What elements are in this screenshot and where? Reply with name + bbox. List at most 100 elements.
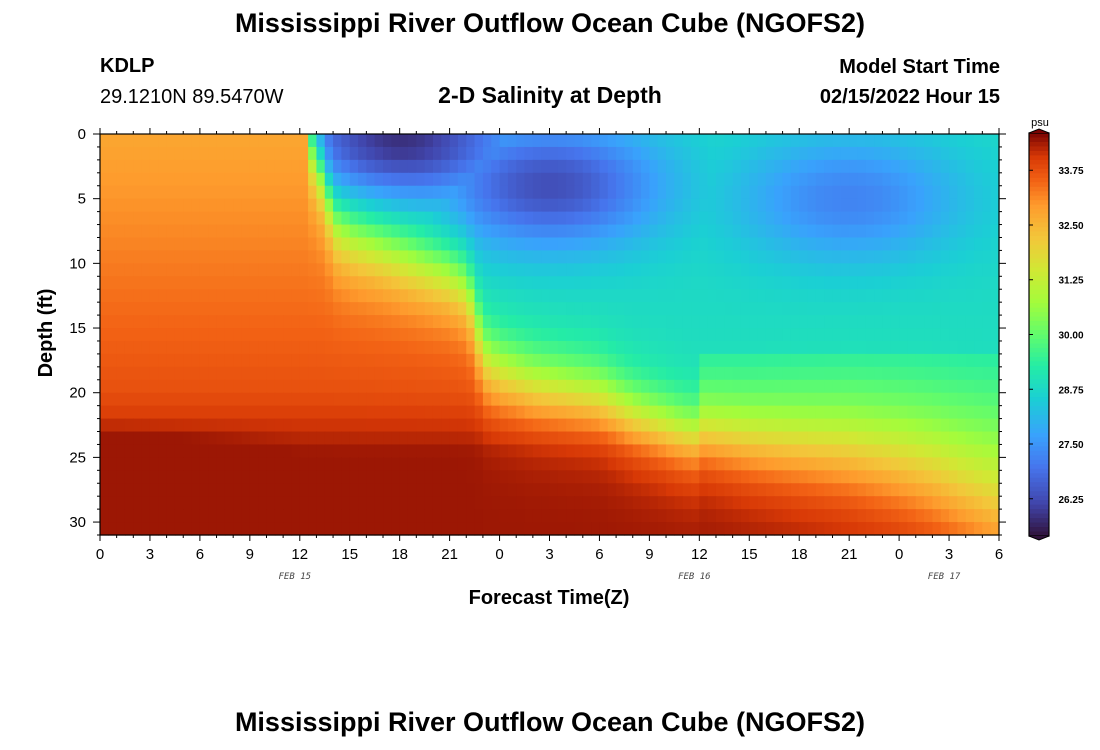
heatmap-cell xyxy=(283,289,293,303)
heatmap-cell xyxy=(574,509,584,523)
heatmap-cell xyxy=(158,159,168,174)
heatmap-cell xyxy=(641,522,650,536)
heatmap-cell xyxy=(249,405,259,420)
heatmap-cell xyxy=(724,198,734,213)
heatmap-cell xyxy=(874,250,884,264)
heatmap-cell xyxy=(832,522,842,536)
heatmap-cell xyxy=(466,172,476,187)
heatmap-cell xyxy=(249,328,259,342)
heatmap-cell xyxy=(366,302,376,316)
heatmap-cell xyxy=(358,263,367,277)
heatmap-cell xyxy=(407,224,417,239)
heatmap-cell xyxy=(566,496,576,510)
heatmap-cell xyxy=(191,405,201,420)
heatmap-cell xyxy=(374,250,384,264)
heatmap-cell xyxy=(682,211,692,226)
heatmap-cell xyxy=(557,159,567,174)
colorbar-label: 31.25 xyxy=(1058,276,1083,287)
heatmap-cell xyxy=(183,431,193,446)
heatmap-cell xyxy=(699,522,709,536)
heatmap-cell xyxy=(133,185,143,200)
heatmap-cell xyxy=(183,496,193,510)
heatmap-cell xyxy=(774,237,784,252)
heatmap-cell xyxy=(149,224,159,239)
heatmap-cell xyxy=(982,146,992,161)
heatmap-cell xyxy=(749,237,759,252)
heatmap-cell xyxy=(366,276,376,290)
heatmap-cell xyxy=(374,340,384,355)
heatmap-cell xyxy=(224,315,234,329)
heatmap-cell xyxy=(757,315,767,329)
heatmap-cell xyxy=(299,237,309,252)
heatmap-cell xyxy=(782,366,792,381)
colorbar-segment xyxy=(1029,321,1049,327)
heatmap-cell xyxy=(949,392,958,407)
heatmap-cell xyxy=(424,302,434,316)
heatmap-cell xyxy=(349,483,359,497)
heatmap-cell xyxy=(174,379,184,394)
heatmap-cell xyxy=(474,483,484,497)
heatmap-cell xyxy=(283,224,293,239)
heatmap-cell xyxy=(990,328,1000,342)
heatmap-cell xyxy=(641,366,650,381)
heatmap-cell xyxy=(557,302,567,316)
heatmap-cell xyxy=(666,457,675,471)
heatmap-cell xyxy=(666,392,675,407)
heatmap-cell xyxy=(299,289,309,303)
heatmap-cell xyxy=(366,405,376,420)
heatmap-cell xyxy=(549,457,559,471)
heatmap-cell xyxy=(241,431,251,446)
heatmap-cell xyxy=(324,159,334,174)
heatmap-cell xyxy=(707,185,717,200)
heatmap-cell xyxy=(407,366,417,381)
heatmap-cell xyxy=(915,340,925,355)
heatmap-cell xyxy=(674,224,684,239)
heatmap-cell xyxy=(100,483,109,497)
x-tick-label: 6 xyxy=(595,546,603,563)
heatmap-cell xyxy=(674,237,684,252)
heatmap-cell xyxy=(299,276,309,290)
heatmap-cell xyxy=(549,211,559,226)
heatmap-cell xyxy=(682,418,692,433)
heatmap-cell xyxy=(715,470,725,484)
heatmap-cell xyxy=(607,444,617,458)
heatmap-cell xyxy=(765,250,775,264)
heatmap-cell xyxy=(349,134,359,148)
heatmap-cell xyxy=(249,431,259,446)
heatmap-cell xyxy=(208,172,218,187)
heatmap-cell xyxy=(807,211,817,226)
heatmap-cell xyxy=(990,172,1000,187)
heatmap-cell xyxy=(482,159,492,174)
heatmap-cell xyxy=(141,457,151,471)
heatmap-cell xyxy=(191,276,201,290)
heatmap-cell xyxy=(624,431,634,446)
heatmap-cell xyxy=(449,496,459,510)
heatmap-cell xyxy=(641,211,650,226)
heatmap-cell xyxy=(965,315,975,329)
heatmap-cell xyxy=(815,509,825,523)
heatmap-cell xyxy=(782,353,792,368)
heatmap-cell xyxy=(899,405,909,420)
heatmap-cell xyxy=(982,457,992,471)
heatmap-cell xyxy=(491,366,501,381)
heatmap-cell xyxy=(974,146,983,161)
heatmap-cell xyxy=(607,224,617,239)
heatmap-cell xyxy=(607,263,617,277)
heatmap-cell xyxy=(674,134,684,148)
heatmap-cell xyxy=(224,457,234,471)
heatmap-cell xyxy=(416,392,426,407)
heatmap-cell xyxy=(416,418,426,433)
heatmap-cell xyxy=(549,185,559,200)
heatmap-cell xyxy=(924,496,933,510)
colorbar-label: 32.50 xyxy=(1058,221,1083,232)
heatmap-cell xyxy=(274,302,284,316)
heatmap-cell xyxy=(191,392,201,407)
heatmap-cell xyxy=(141,276,151,290)
heatmap-cell xyxy=(358,340,367,355)
heatmap-cell xyxy=(574,263,584,277)
heatmap-cell xyxy=(890,366,900,381)
heatmap-cell xyxy=(133,315,143,329)
heatmap-cell xyxy=(849,198,859,213)
heatmap-cell xyxy=(108,198,118,213)
heatmap-cell xyxy=(682,315,692,329)
